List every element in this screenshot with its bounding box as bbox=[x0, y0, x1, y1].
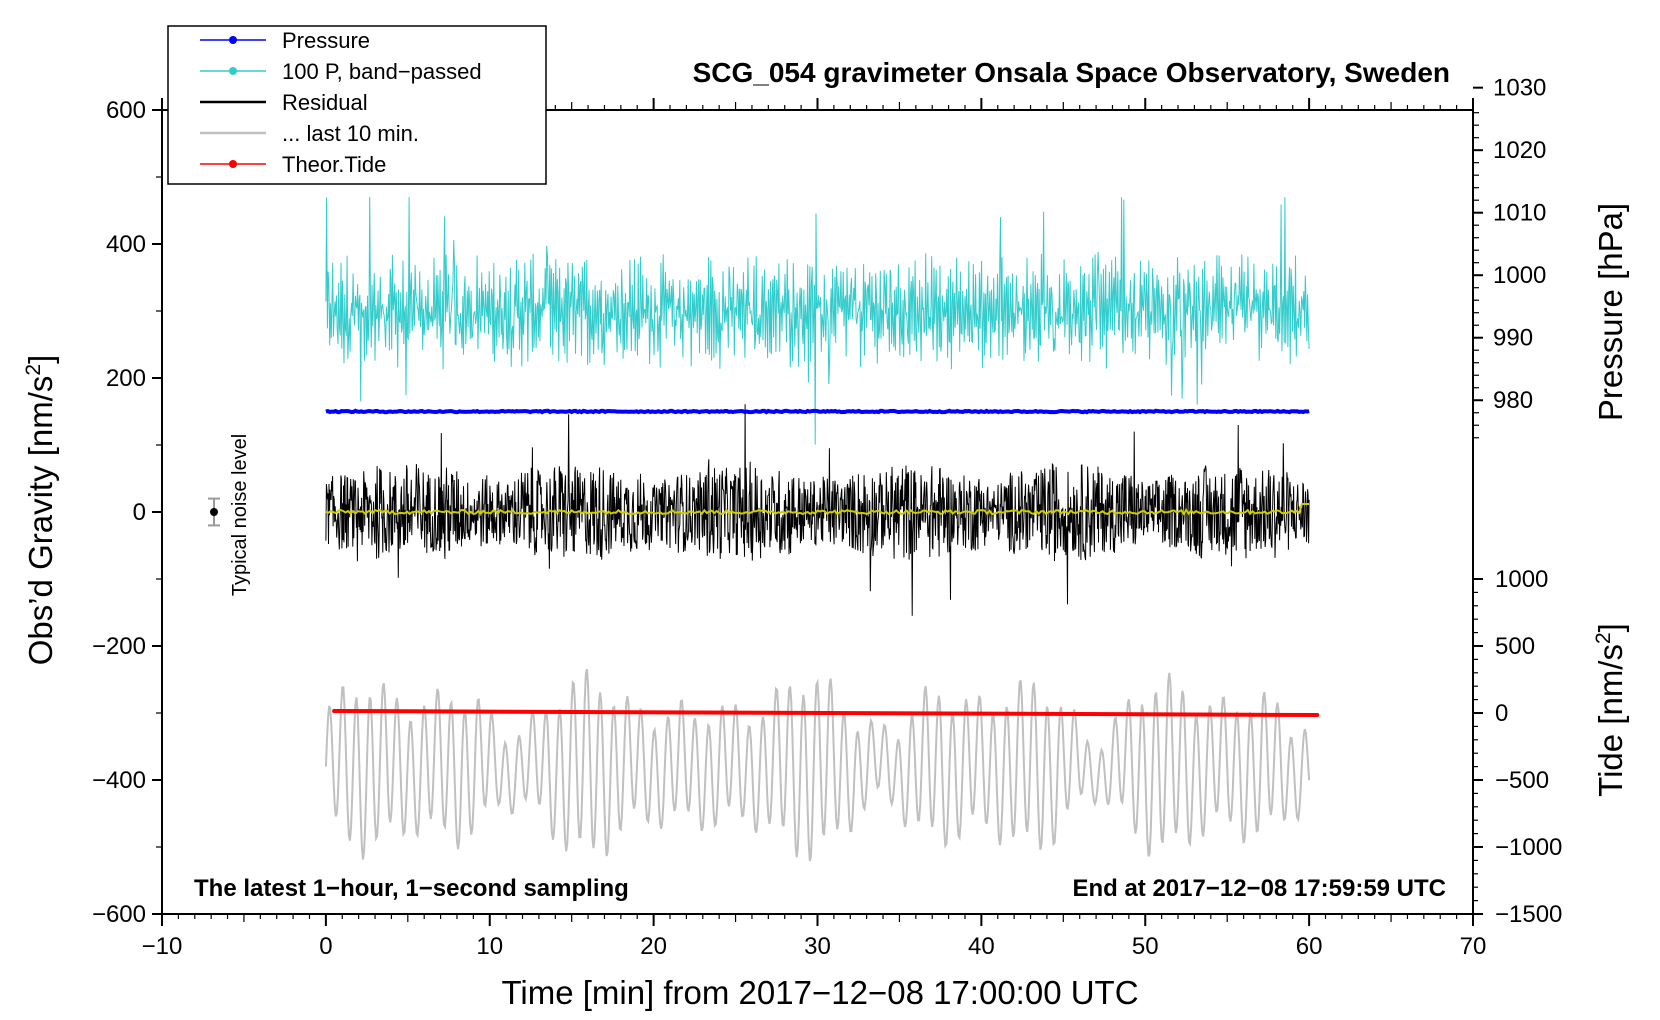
y-left-tick-label: 200 bbox=[106, 365, 146, 392]
legend: Pressure 100 P, band−passed Residual ... la… bbox=[167, 25, 547, 185]
x-tick-label: 0 bbox=[319, 933, 332, 960]
x-tick-label: 10 bbox=[476, 933, 503, 960]
tide-tick-label: 500 bbox=[1495, 633, 1535, 660]
tide-tick-label: 1000 bbox=[1495, 566, 1548, 593]
data-series bbox=[324, 197, 1320, 862]
legend-swatch-marker bbox=[229, 36, 237, 44]
pressure-tick-label: 990 bbox=[1493, 325, 1533, 352]
tide-tick-label: 0 bbox=[1495, 700, 1508, 727]
tide-tick-label: −1500 bbox=[1495, 901, 1562, 928]
y-axis-tide-title: Tide [nm/s2] bbox=[1592, 623, 1629, 797]
x-tick-label: 60 bbox=[1296, 933, 1323, 960]
series-theor-tide-line bbox=[332, 708, 1320, 718]
series-band-passed-line bbox=[325, 197, 1310, 445]
series-pressure-line bbox=[325, 408, 1310, 415]
legend-swatch-marker bbox=[229, 160, 237, 168]
x-tick-label: 70 bbox=[1460, 933, 1487, 960]
legend-label: Residual bbox=[282, 90, 368, 115]
tide-tick-label: −1000 bbox=[1495, 834, 1562, 861]
x-axis-title: Time [min] from 2017−12−08 17:00:00 UTC bbox=[501, 974, 1138, 1011]
pressure-tick-label: 1020 bbox=[1493, 137, 1546, 164]
x-tick-label: 40 bbox=[968, 933, 995, 960]
y-left-tick-label: −600 bbox=[92, 901, 146, 928]
x-tick-label: 50 bbox=[1132, 933, 1159, 960]
x-tick-label: −10 bbox=[142, 933, 183, 960]
noise-marker bbox=[208, 497, 220, 527]
legend-label: Theor.Tide bbox=[282, 152, 386, 177]
y-left-tick-label: −200 bbox=[92, 633, 146, 660]
y-axis-pressure-title: Pressure [hPa] bbox=[1592, 203, 1629, 421]
pressure-tick-label: 1030 bbox=[1493, 75, 1546, 102]
pressure-tick-label: 1000 bbox=[1493, 262, 1546, 289]
pressure-tick-label: 980 bbox=[1493, 387, 1533, 414]
pressure-tick-label: 1010 bbox=[1493, 200, 1546, 227]
y-left-tick-label: 400 bbox=[106, 231, 146, 258]
x-tick-label: 20 bbox=[640, 933, 667, 960]
noise-label: Typical noise level bbox=[229, 434, 251, 596]
note-right: End at 2017−12−08 17:59:59 UTC bbox=[1072, 875, 1446, 902]
series-residual-smoothed-line bbox=[325, 503, 1310, 516]
tide-tick-label: −500 bbox=[1495, 767, 1549, 794]
series-last-10-min-line bbox=[324, 668, 1311, 862]
axis-ticks: −10 0 10 20 30 40 50 60 706004002000−200−400−600… bbox=[92, 75, 1562, 960]
y-left-tick-label: 600 bbox=[106, 97, 146, 124]
y-axis-left-title: Obs’d Gravity [nm/s2] bbox=[22, 355, 59, 666]
legend-swatch-marker bbox=[229, 67, 237, 75]
y-left-tick-label: 0 bbox=[133, 499, 146, 526]
legend-label: 100 P, band−passed bbox=[282, 59, 482, 84]
chart-title: SCG_054 gravimeter Onsala Space Observat… bbox=[693, 57, 1450, 88]
note-left: The latest 1−hour, 1−second sampling bbox=[194, 875, 629, 902]
legend-box bbox=[167, 25, 547, 185]
legend-label: ... last 10 min. bbox=[282, 121, 419, 146]
x-tick-label: 30 bbox=[804, 933, 831, 960]
legend-label: Pressure bbox=[282, 28, 370, 53]
y-left-tick-label: −400 bbox=[92, 767, 146, 794]
